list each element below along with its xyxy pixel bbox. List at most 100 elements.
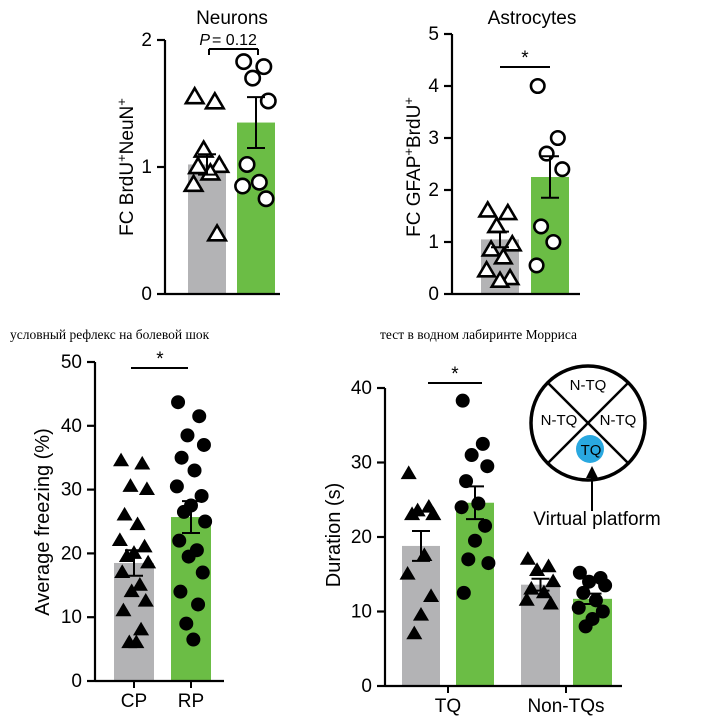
- y-tick-label: 3: [428, 128, 439, 149]
- data-point: [129, 516, 146, 531]
- y-tick-label: 0: [71, 671, 82, 692]
- data-point: [554, 161, 571, 178]
- y-tick-label: 5: [428, 24, 439, 45]
- data-point: [113, 452, 130, 467]
- data-point: [235, 53, 253, 71]
- maze-circle: [529, 364, 647, 482]
- data-point: [208, 154, 231, 174]
- data-point: [529, 77, 546, 95]
- data-point: [400, 465, 417, 480]
- data-point: [456, 585, 471, 600]
- quadrant-label: N-TQ: [570, 377, 607, 394]
- data-point: [171, 395, 186, 410]
- data-point: [423, 588, 440, 603]
- y-tick-label: 40: [61, 416, 82, 437]
- astrocytes-title: Astrocytes: [488, 8, 577, 29]
- data-point: [136, 538, 153, 553]
- mwm-subtitle: тест в водном лабиринте Морриса: [380, 327, 577, 342]
- y-tick-label: 30: [351, 453, 372, 474]
- error-bar: [182, 500, 200, 534]
- data-point: [123, 583, 140, 598]
- data-point: [196, 437, 211, 452]
- y-tick-label: 1: [141, 157, 152, 178]
- data-point: [480, 238, 502, 257]
- data-point: [244, 69, 262, 87]
- data-point: [187, 463, 202, 478]
- bar: [114, 562, 154, 681]
- error-bar: [531, 577, 550, 592]
- fear-subtitle: условный рефлекс на болевой шок: [10, 327, 210, 342]
- neurons-ylabel: FC BrdU+NeuN+: [114, 98, 138, 236]
- y-tick-label: 50: [61, 352, 82, 373]
- data-point: [478, 518, 493, 533]
- data-point: [582, 574, 597, 589]
- data-point: [133, 621, 150, 636]
- data-point: [176, 504, 191, 519]
- data-point: [477, 199, 499, 218]
- data-point: [518, 592, 535, 606]
- data-point: [404, 506, 421, 521]
- y-tick-label: 2: [141, 30, 152, 51]
- data-point: [179, 616, 194, 631]
- data-point: [425, 506, 442, 521]
- platform-arrow-head: [586, 466, 598, 478]
- data-point: [540, 558, 557, 573]
- mwm-chart: тест в водном лабиринте Морриса Duration…: [323, 327, 661, 717]
- data-point: [519, 551, 536, 565]
- data-point: [128, 634, 145, 649]
- data-point: [137, 593, 154, 607]
- data-point: [250, 173, 268, 191]
- error-bar: [491, 230, 509, 249]
- y-tick-label: 0: [141, 284, 152, 305]
- neurons-chart: Neurons FC BrdU+NeuN+ P = 0.12 0 1 2: [114, 8, 280, 305]
- quadrant-label: N-TQ: [600, 412, 637, 429]
- data-point: [492, 246, 514, 265]
- quadrant-label-target: TQ: [581, 442, 602, 459]
- data-point: [476, 259, 498, 278]
- virtual-platform-caption: Virtual platform: [533, 509, 660, 530]
- data-point: [471, 496, 486, 511]
- neurons-p-value: = 0.12: [212, 32, 257, 49]
- data-point: [454, 500, 469, 515]
- data-point: [111, 532, 128, 547]
- data-point: [538, 145, 555, 162]
- data-point: [459, 474, 474, 489]
- data-point: [192, 138, 215, 158]
- y-tick-label: 40: [351, 378, 372, 399]
- data-point: [183, 85, 206, 105]
- error-bar: [247, 96, 265, 149]
- data-point: [535, 584, 552, 599]
- y-tick-label: 10: [61, 607, 82, 628]
- x-category-label: RP: [178, 691, 204, 712]
- x-category-label: Non-TQs: [527, 696, 604, 717]
- data-point: [131, 577, 148, 591]
- data-point: [259, 92, 277, 110]
- data-point: [475, 436, 490, 451]
- data-point: [114, 564, 131, 578]
- x-category-label: CP: [121, 691, 147, 712]
- neurons-p-label: P: [199, 32, 210, 49]
- significance-star: *: [451, 364, 459, 385]
- astrocytes-chart: Astrocytes FC GFAP+BrdU+ 0 1 2 3 4 5 *: [401, 8, 580, 305]
- data-point: [549, 129, 566, 147]
- data-point: [199, 161, 222, 181]
- data-point: [192, 409, 207, 424]
- error-bar: [125, 549, 143, 577]
- maze-inset: N-TQ N-TQ N-TQ TQ Virtual platform: [529, 364, 661, 530]
- bar-group: [182, 53, 277, 294]
- data-point: [234, 177, 252, 195]
- significance-star: *: [156, 349, 164, 370]
- data-point: [198, 514, 213, 529]
- maze-divider: [547, 382, 629, 464]
- data-point: [138, 481, 155, 496]
- bar-group: [399, 393, 613, 686]
- data-point: [238, 155, 256, 173]
- mwm-ylabel: Duration (s): [323, 483, 345, 587]
- data-point: [194, 488, 209, 503]
- data-point: [182, 173, 205, 193]
- bar-group: [476, 77, 571, 294]
- data-point: [140, 554, 157, 569]
- data-point: [174, 450, 189, 465]
- data-point: [571, 600, 586, 615]
